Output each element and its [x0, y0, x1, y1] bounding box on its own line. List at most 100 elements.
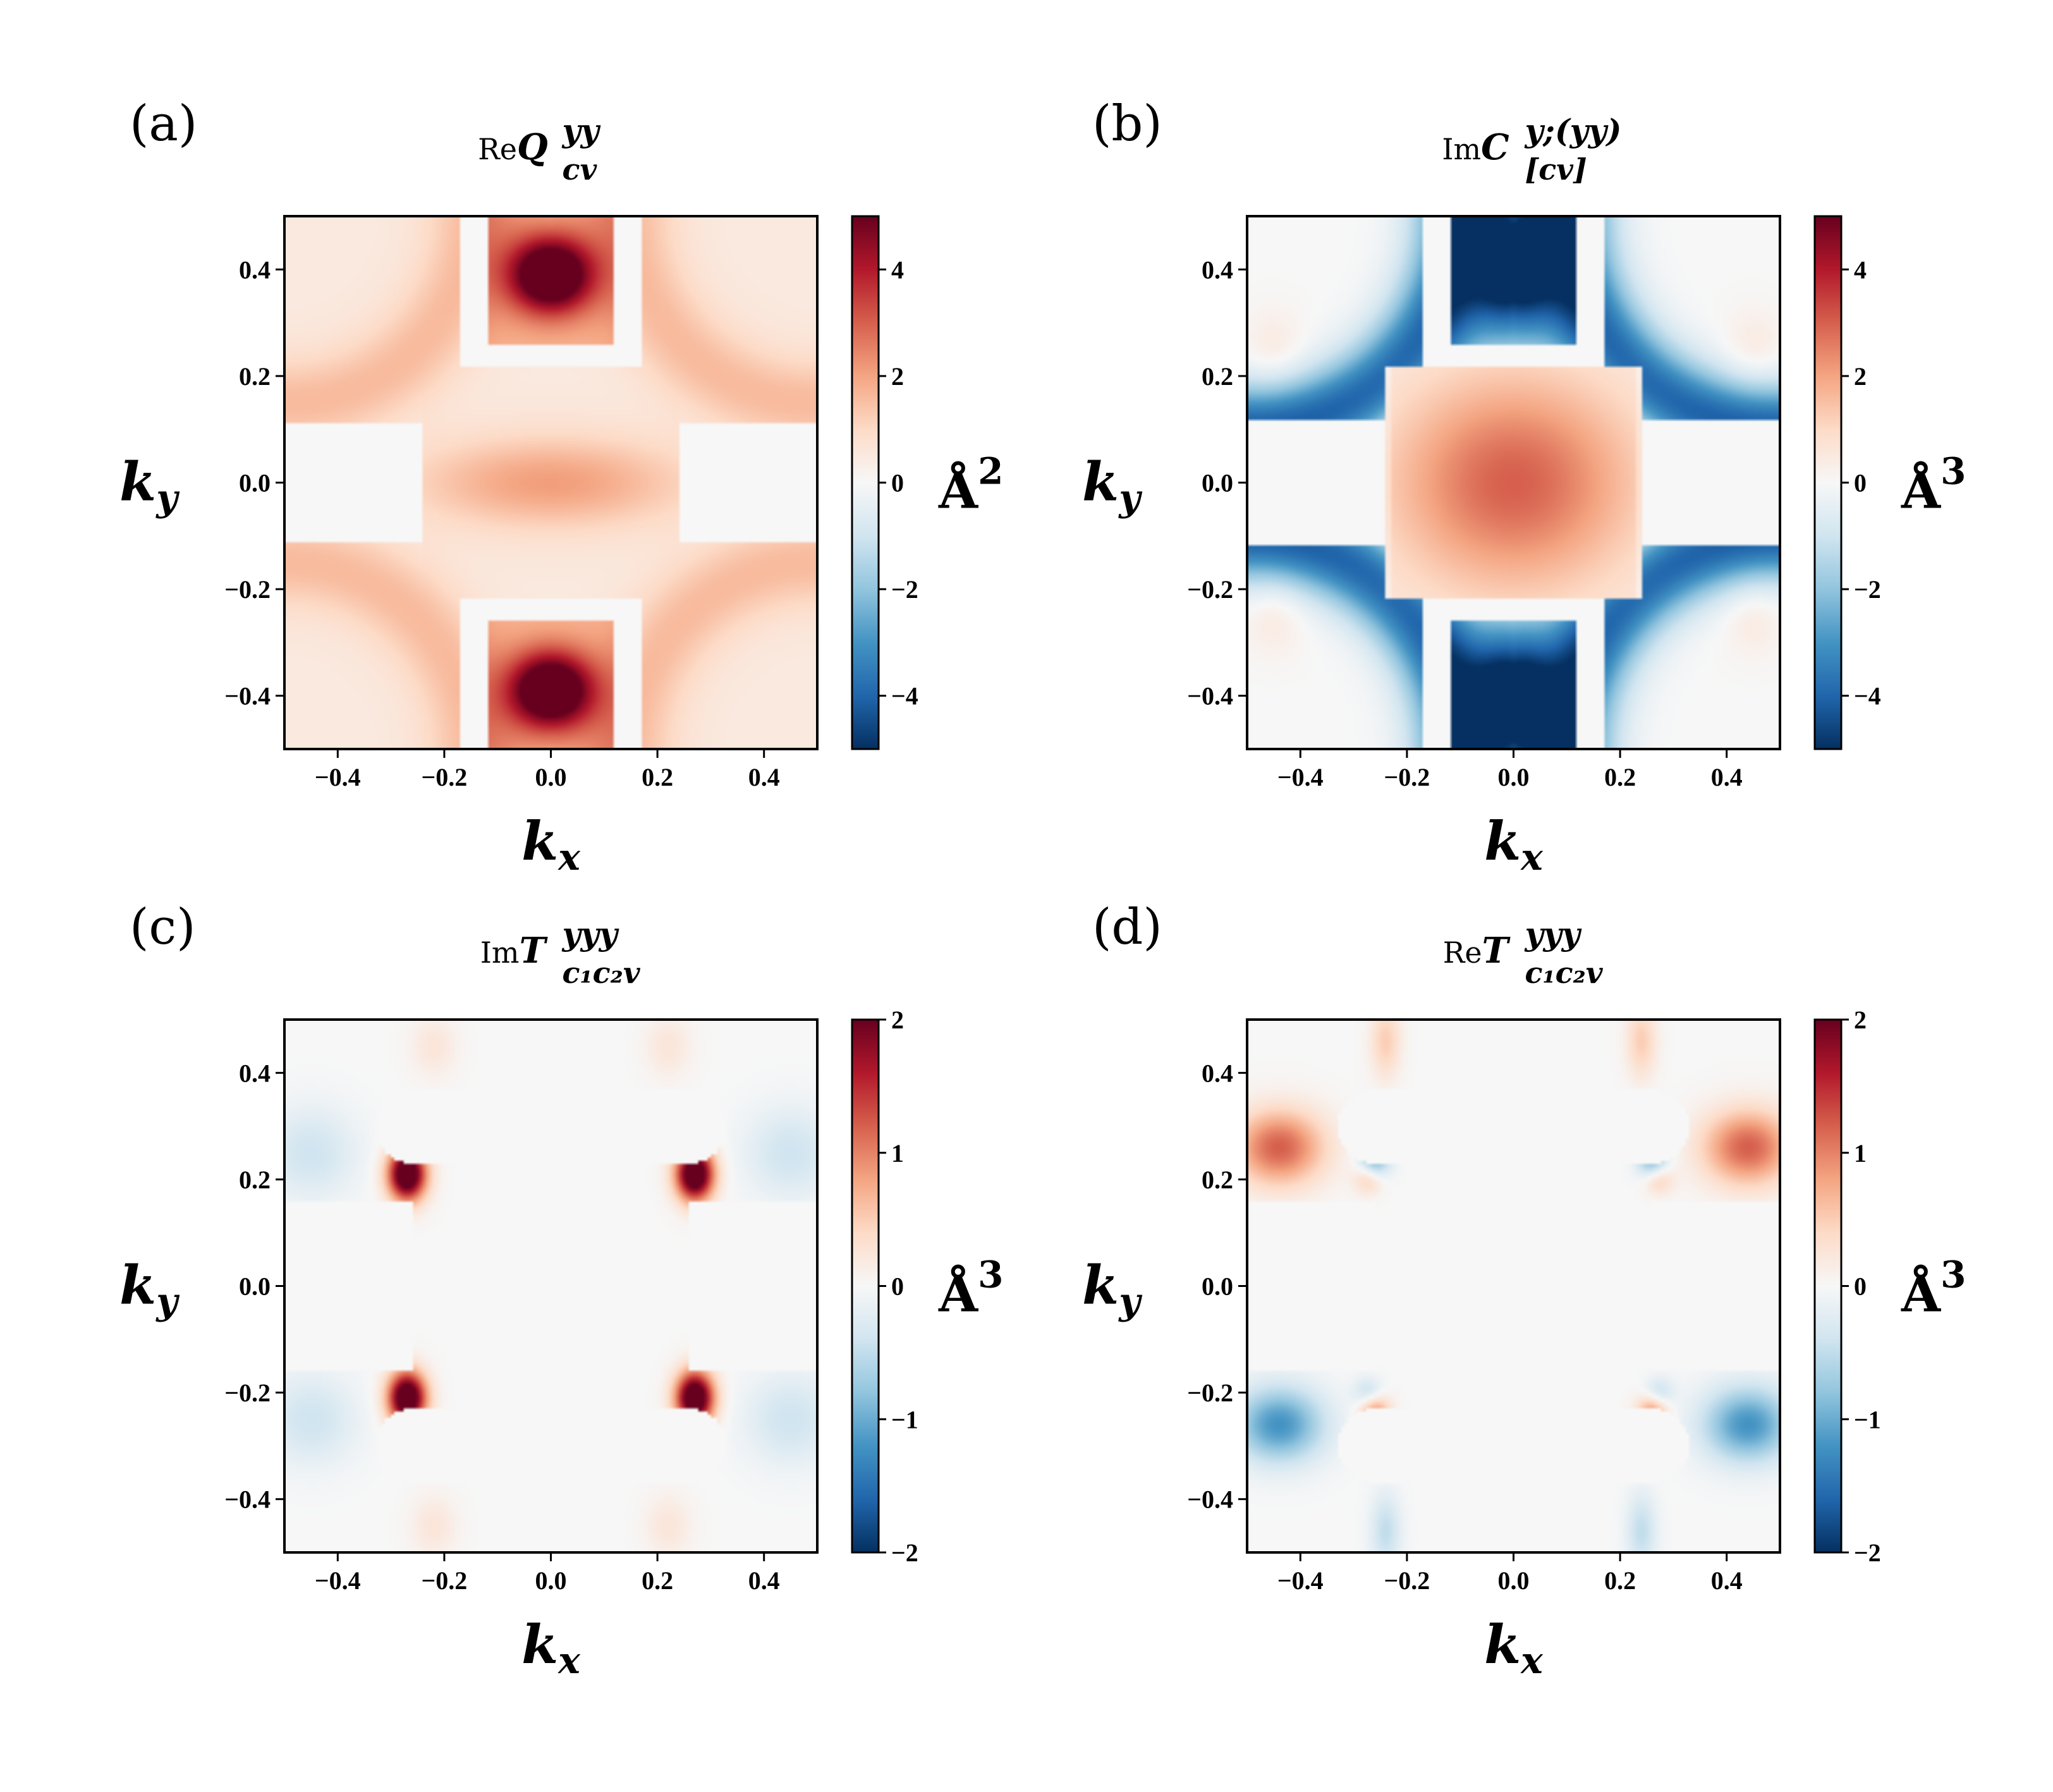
colorbar-unit: Å3 — [1901, 1253, 1966, 1324]
panel-a: −0.4 −0.2 0.0 0.2 0.4 0.4 0.2 0.0 −0.2 −0.4 kx ky (a… — [119, 95, 1003, 879]
x-tick-label: 0.2 — [1604, 763, 1636, 791]
y-tick-label: −0.2 — [1187, 1379, 1233, 1407]
x-tick-label: 0.0 — [535, 763, 567, 791]
y-tick-label: 0.0 — [239, 1272, 271, 1301]
panel-c: −0.4 −0.2 0.0 0.2 0.4 0.4 0.2 0.0 −0.2 −0.4 kx ky (c… — [119, 899, 1003, 1682]
panel-b: −0.4 −0.2 0.0 0.2 0.4 0.4 0.2 0.0 −0.2 −0.4 kx ky (b… — [1082, 95, 1966, 879]
y-tick-label: −0.2 — [224, 575, 271, 604]
colorbar-tick-label: 1 — [1854, 1139, 1867, 1167]
y-tick-label: 0.0 — [1202, 1272, 1233, 1301]
x-tick-label: 0.0 — [1498, 763, 1530, 791]
panel-title-subscript: c₁c₂v — [563, 956, 641, 990]
y-axis-label: ky — [1082, 1254, 1143, 1323]
panel-d: −0.4 −0.2 0.0 0.2 0.4 0.4 0.2 0.0 −0.2 −0.4 kx ky (d… — [1082, 899, 1966, 1682]
x-tick-label: 0.2 — [1604, 1566, 1636, 1595]
panel-title: ImT — [480, 930, 549, 972]
y-tick-label: 0.2 — [1202, 1166, 1233, 1194]
colorbar-unit: Å3 — [938, 1253, 1003, 1324]
panel-title-subscript: [cv] — [1525, 152, 1587, 186]
colorbar-tick-label: −2 — [891, 1539, 918, 1567]
y-axis-label: ky — [119, 451, 180, 520]
panel-title-superscript: yyy — [1525, 915, 1582, 953]
x-tick-label: −0.4 — [315, 1566, 361, 1595]
y-tick-label: 0.0 — [1202, 469, 1233, 497]
y-tick-label: 0.4 — [239, 1059, 271, 1087]
x-axis-label: kx — [521, 810, 581, 879]
colorbar-tick-label: 0 — [891, 469, 904, 497]
colorbar-tick-label: −1 — [1854, 1405, 1881, 1434]
x-tick-label: 0.2 — [642, 763, 673, 791]
colorbar-tick-label: 2 — [891, 362, 904, 391]
colorbar-tick-label: −4 — [891, 682, 918, 710]
panel-title: ReT — [1443, 930, 1511, 972]
y-tick-label: 0.4 — [239, 255, 271, 284]
x-tick-label: 0.2 — [642, 1566, 673, 1595]
y-tick-label: 0.4 — [1202, 1059, 1233, 1087]
x-tick-label: 0.4 — [1711, 1566, 1743, 1595]
panel-title-superscript: yyy — [562, 915, 619, 953]
panel-label: (c) — [130, 899, 196, 956]
y-tick-label: −0.4 — [1187, 1485, 1233, 1514]
y-tick-label: −0.4 — [1187, 682, 1233, 710]
y-tick-label: −0.4 — [224, 682, 271, 710]
panel-title: ReQ — [478, 126, 548, 168]
panel-label: (a) — [130, 95, 197, 152]
x-tick-label: −0.4 — [1277, 763, 1324, 791]
x-tick-label: 0.4 — [748, 1566, 780, 1595]
y-axis-label: ky — [1082, 451, 1143, 520]
colorbar-tick-label: −2 — [891, 575, 918, 604]
x-tick-label: 0.4 — [1711, 763, 1743, 791]
colorbar-tick-label: −2 — [1854, 575, 1881, 604]
y-tick-label: 0.2 — [239, 362, 271, 391]
y-tick-label: 0.4 — [1202, 255, 1233, 284]
heatmap-b — [1247, 216, 1780, 749]
panel-title-superscript: y;(yy) — [1525, 112, 1622, 149]
panel-label: (d) — [1092, 899, 1162, 956]
y-tick-label: 0.2 — [239, 1166, 271, 1194]
y-axis-label: ky — [119, 1254, 180, 1323]
colorbar-tick-label: 2 — [1854, 362, 1867, 391]
x-tick-label: −0.4 — [1277, 1566, 1324, 1595]
x-tick-label: −0.2 — [422, 763, 468, 791]
colorbar — [852, 216, 879, 749]
panel-title: ImC — [1442, 126, 1509, 168]
colorbar-tick-label: −4 — [1854, 682, 1881, 710]
colorbar-tick-label: 0 — [1854, 1272, 1867, 1301]
colorbar — [1815, 216, 1841, 749]
x-tick-label: −0.2 — [1384, 763, 1430, 791]
heatmap-a — [284, 216, 817, 749]
colorbar-tick-label: 4 — [891, 255, 904, 284]
heatmap-c — [284, 1020, 817, 1552]
x-tick-label: 0.0 — [535, 1566, 567, 1595]
y-tick-label: 0.2 — [1202, 362, 1233, 391]
panel-title-subscript: cv — [563, 152, 598, 186]
colorbar-tick-label: 1 — [891, 1139, 904, 1167]
colorbar — [1815, 1020, 1841, 1552]
colorbar-tick-label: 2 — [891, 1006, 904, 1034]
colorbar-tick-label: −2 — [1854, 1539, 1881, 1567]
colorbar-tick-label: −1 — [891, 1405, 918, 1434]
colorbar-tick-label: 2 — [1854, 1006, 1867, 1034]
x-tick-label: 0.0 — [1498, 1566, 1530, 1595]
panel-title-subscript: c₁c₂v — [1525, 956, 1604, 990]
colorbar-tick-label: 0 — [1854, 469, 1867, 497]
y-tick-label: −0.4 — [224, 1485, 271, 1514]
colorbar — [852, 1020, 879, 1552]
x-axis-label: kx — [1484, 810, 1544, 879]
x-axis-label: kx — [521, 1613, 581, 1682]
x-tick-label: −0.2 — [1384, 1566, 1430, 1595]
colorbar-tick-label: 0 — [891, 1272, 904, 1301]
colorbar-unit: Å2 — [938, 450, 1003, 520]
x-tick-label: −0.4 — [315, 763, 361, 791]
panel-label: (b) — [1092, 95, 1162, 152]
y-tick-label: −0.2 — [224, 1379, 271, 1407]
heatmap-d — [1247, 1020, 1780, 1552]
panel-title-superscript: yy — [562, 112, 601, 149]
x-tick-label: −0.2 — [422, 1566, 468, 1595]
y-tick-label: 0.0 — [239, 469, 271, 497]
y-tick-label: −0.2 — [1187, 575, 1233, 604]
x-tick-label: 0.4 — [748, 763, 780, 791]
x-axis-label: kx — [1484, 1613, 1544, 1682]
colorbar-unit: Å3 — [1901, 450, 1966, 520]
